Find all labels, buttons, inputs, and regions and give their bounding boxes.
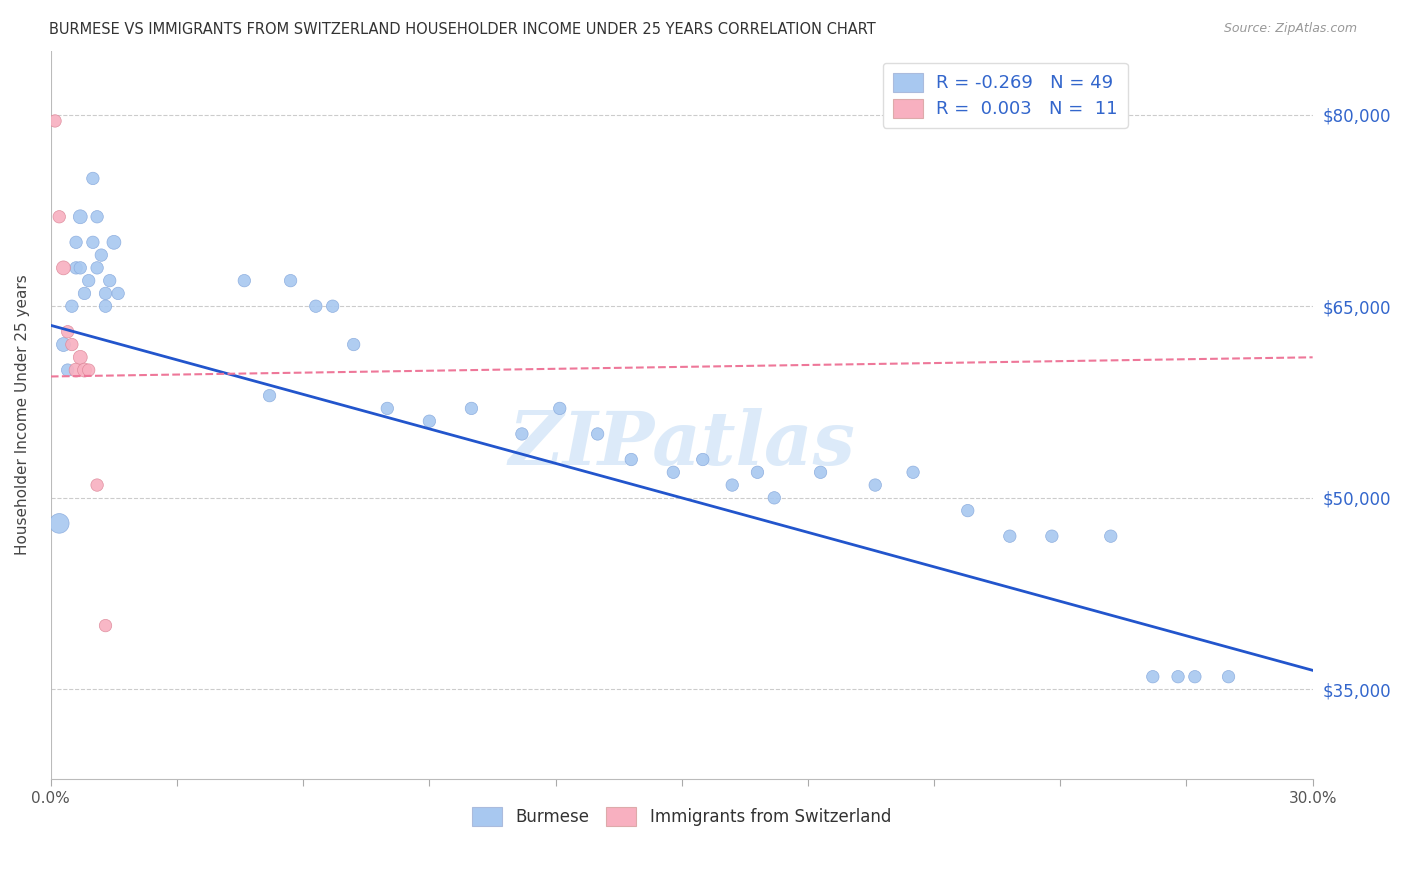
Point xyxy=(1218,670,1240,684)
Point xyxy=(65,235,87,250)
Point xyxy=(1167,670,1189,684)
Point xyxy=(86,210,108,224)
Point xyxy=(233,274,256,288)
Text: Source: ZipAtlas.com: Source: ZipAtlas.com xyxy=(1223,22,1357,36)
Point xyxy=(418,414,440,428)
Point xyxy=(863,478,886,492)
Point xyxy=(82,235,104,250)
Point xyxy=(548,401,571,416)
Point xyxy=(77,274,100,288)
Point xyxy=(259,389,281,403)
Y-axis label: Householder Income Under 25 years: Householder Income Under 25 years xyxy=(15,275,30,555)
Point xyxy=(620,452,643,467)
Point xyxy=(343,337,366,351)
Point xyxy=(48,210,70,224)
Point xyxy=(73,286,96,301)
Point xyxy=(375,401,398,416)
Point xyxy=(52,337,75,351)
Point xyxy=(305,299,328,313)
Point xyxy=(60,337,83,351)
Point xyxy=(763,491,786,505)
Point xyxy=(65,260,87,275)
Point xyxy=(73,363,96,377)
Point xyxy=(280,274,302,288)
Point xyxy=(901,465,924,479)
Point xyxy=(69,351,91,365)
Point xyxy=(90,248,112,262)
Point xyxy=(322,299,344,313)
Point xyxy=(1142,670,1164,684)
Point xyxy=(662,465,685,479)
Point xyxy=(721,478,744,492)
Point xyxy=(510,427,533,442)
Point xyxy=(103,235,125,250)
Point xyxy=(82,171,104,186)
Point xyxy=(86,478,108,492)
Point xyxy=(747,465,769,479)
Point xyxy=(1040,529,1063,543)
Point xyxy=(586,427,609,442)
Point xyxy=(692,452,714,467)
Point xyxy=(56,363,79,377)
Point xyxy=(107,286,129,301)
Point xyxy=(1099,529,1122,543)
Point xyxy=(44,114,66,128)
Point xyxy=(69,260,91,275)
Point xyxy=(77,363,100,377)
Legend: Burmese, Immigrants from Switzerland: Burmese, Immigrants from Switzerland xyxy=(463,797,901,836)
Text: ZIPatlas: ZIPatlas xyxy=(509,408,855,480)
Point xyxy=(48,516,70,531)
Point xyxy=(65,363,87,377)
Point xyxy=(810,465,832,479)
Point xyxy=(460,401,482,416)
Point xyxy=(56,325,79,339)
Point xyxy=(69,210,91,224)
Point xyxy=(998,529,1021,543)
Point xyxy=(94,286,117,301)
Point xyxy=(52,260,75,275)
Text: BURMESE VS IMMIGRANTS FROM SWITZERLAND HOUSEHOLDER INCOME UNDER 25 YEARS CORRELA: BURMESE VS IMMIGRANTS FROM SWITZERLAND H… xyxy=(49,22,876,37)
Point xyxy=(60,299,83,313)
Point xyxy=(1184,670,1206,684)
Point xyxy=(98,274,121,288)
Point xyxy=(956,503,979,517)
Point xyxy=(94,299,117,313)
Point xyxy=(94,618,117,632)
Point xyxy=(86,260,108,275)
